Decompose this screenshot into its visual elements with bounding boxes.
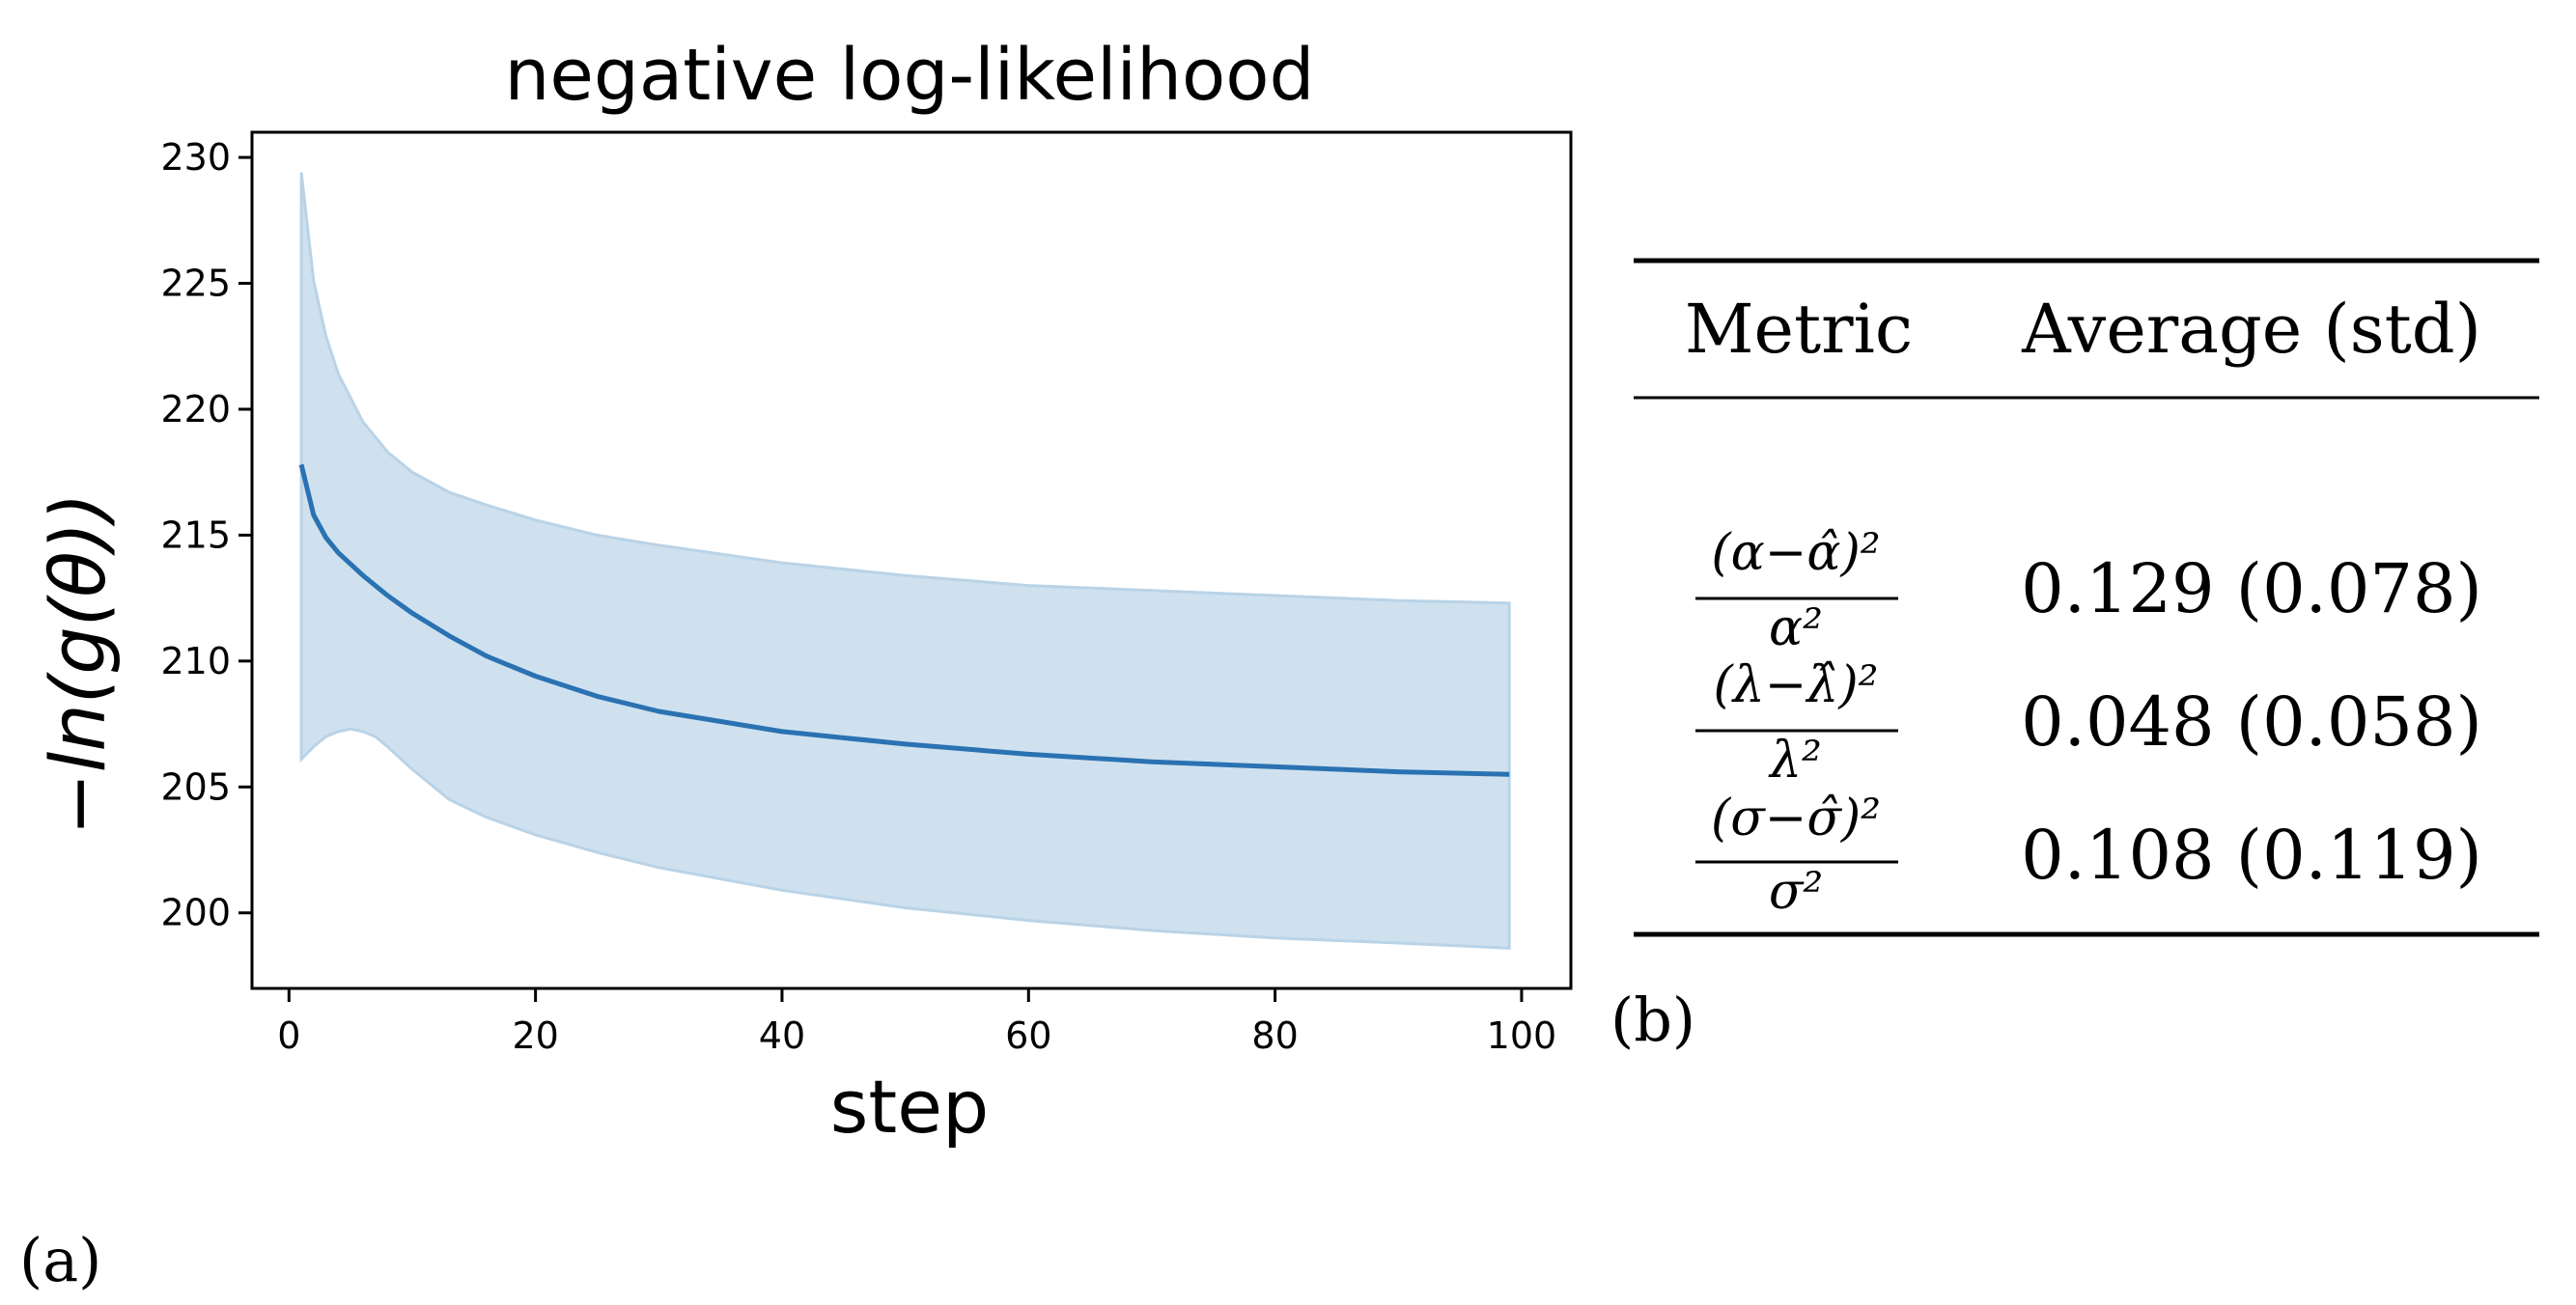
y-tick-label: 215 bbox=[160, 514, 231, 556]
y-tick-label: 200 bbox=[160, 892, 231, 934]
chart-title: negative log-likelihood bbox=[504, 34, 1314, 117]
x-axis-label: step bbox=[830, 1064, 989, 1150]
table-header-metric: Metric bbox=[1685, 290, 1913, 369]
x-tick-label: 100 bbox=[1487, 1014, 1557, 1057]
panel-b-label: (b) bbox=[1610, 985, 1695, 1055]
mean-line bbox=[298, 463, 1510, 777]
metric-numerator: (λ−λ̂)² bbox=[1714, 656, 1879, 714]
metric-numerator: (α−α̂)² bbox=[1711, 524, 1880, 582]
metric-denominator: α² bbox=[1769, 599, 1823, 657]
x-tick-label: 60 bbox=[1005, 1014, 1051, 1057]
panel-a-label: (a) bbox=[19, 1225, 101, 1295]
metric-value: 0.129 (0.078) bbox=[2021, 549, 2482, 628]
x-tick-label: 20 bbox=[512, 1014, 558, 1057]
table-row: (λ−λ̂)² λ² 0.048 (0.058) bbox=[1695, 656, 2482, 790]
y-tick-label: 205 bbox=[160, 765, 231, 808]
x-tick-label: 40 bbox=[759, 1014, 805, 1057]
x-tick-label: 80 bbox=[1251, 1014, 1298, 1057]
table-row: (σ−σ̂)² σ² 0.108 (0.119) bbox=[1695, 790, 2482, 921]
metric-denominator: λ² bbox=[1768, 732, 1822, 790]
metric-value: 0.048 (0.058) bbox=[2021, 682, 2482, 762]
y-tick-label: 220 bbox=[160, 388, 231, 430]
y-tick-label: 225 bbox=[160, 263, 231, 305]
metric-denominator: σ² bbox=[1769, 863, 1823, 921]
metrics-table: Metric Average (std) (α−α̂)² α² 0.129 (0… bbox=[1634, 258, 2539, 937]
y-tick-label: 210 bbox=[160, 640, 231, 682]
y-tick-label: 230 bbox=[160, 136, 231, 179]
y-axis-label: −ln(g(θ)) bbox=[36, 492, 123, 835]
confidence-band bbox=[299, 172, 1511, 950]
plot-frame bbox=[250, 130, 1573, 990]
metric-value: 0.108 (0.119) bbox=[2021, 816, 2482, 895]
table-header-average: Average (std) bbox=[2021, 290, 2481, 369]
metric-numerator: (σ−σ̂)² bbox=[1711, 790, 1881, 847]
table-row: (α−α̂)² α² 0.129 (0.078) bbox=[1695, 524, 2482, 657]
x-tick-label: 0 bbox=[277, 1014, 300, 1057]
